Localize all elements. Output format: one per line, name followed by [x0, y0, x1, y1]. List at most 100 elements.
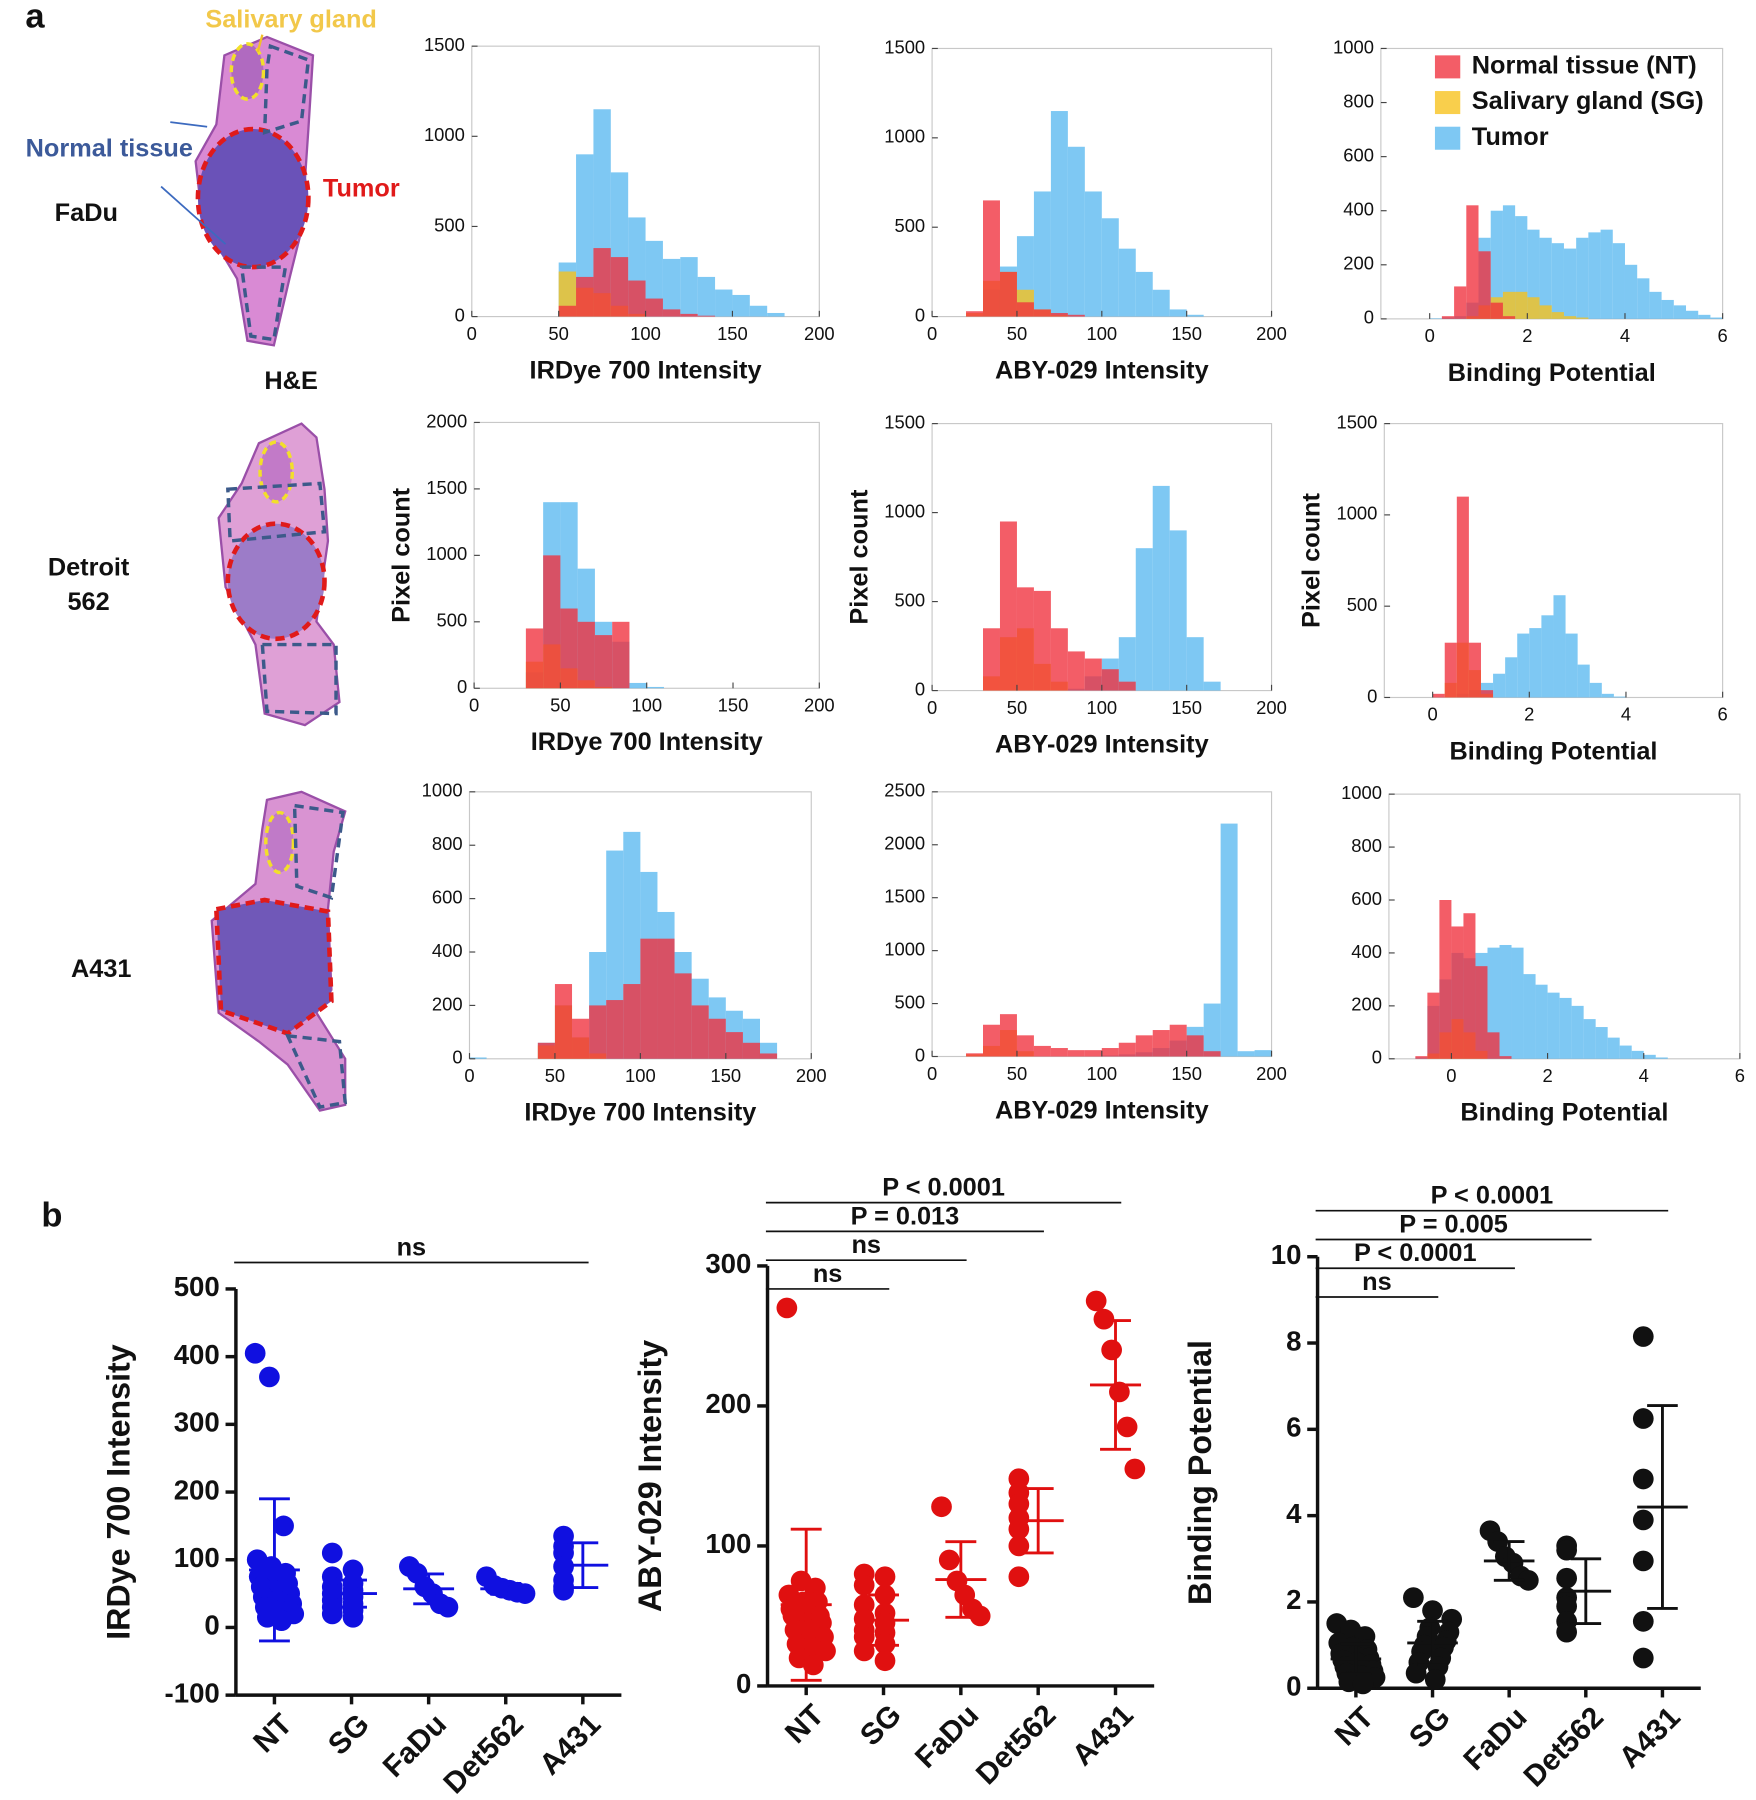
x-tick-label: 0 [464, 1065, 474, 1086]
histogram-bar [749, 305, 768, 317]
x-axis-label: IRDye 700 Intensity [530, 357, 762, 385]
histogram-bar [1527, 229, 1540, 319]
histogram-bar [1067, 651, 1085, 691]
histogram-bar [1490, 302, 1503, 319]
normal-region [284, 803, 348, 1110]
data-point [1008, 1535, 1030, 1557]
normal-region [239, 43, 311, 342]
y-tick-label: 0 [452, 1047, 462, 1068]
y-tick-label: 300 [705, 1248, 751, 1279]
histogram-bar [558, 271, 577, 317]
histogram-bar [1135, 271, 1153, 317]
data-point [437, 1596, 459, 1618]
histogram-bar [1067, 146, 1085, 317]
histogram-bar [1539, 305, 1552, 319]
y-tick-label: 600 [432, 886, 463, 907]
histogram-bar [1067, 314, 1085, 317]
data-point [342, 1606, 364, 1628]
histogram-bar [1502, 291, 1516, 319]
histogram-bar [577, 621, 595, 689]
histogram-bar [1493, 673, 1506, 698]
x-tick-label: Det562 [437, 1708, 530, 1800]
histogram-bar [1118, 637, 1136, 691]
significance-label: P < 0.0001 [882, 1174, 1005, 1202]
x-tick-label: A431 [533, 1708, 607, 1782]
legend-label: Normal tissue (NT) [1472, 52, 1697, 80]
histogram-bar [966, 1053, 984, 1057]
histogram-bar [1067, 1050, 1085, 1057]
histogram-bar [662, 258, 681, 317]
histogram-bar [662, 309, 681, 317]
histogram-bar [999, 1014, 1017, 1057]
data-point [1424, 1669, 1446, 1690]
histogram-bar [1607, 1037, 1620, 1059]
histogram-bar [1576, 237, 1589, 319]
data-point [1556, 1539, 1578, 1561]
histogram-bar [1439, 900, 1452, 1059]
x-axis-label: IRDye 700 Intensity [531, 728, 763, 756]
legend-label: Salivary gland (SG) [1472, 87, 1704, 115]
y-tick-label: 400 [174, 1339, 220, 1370]
histogram-bar [1203, 1003, 1221, 1057]
histogram-bar [1429, 318, 1442, 319]
panel-label: a [25, 0, 45, 36]
y-tick-label: 500 [436, 610, 467, 631]
data-point [1116, 1416, 1138, 1438]
x-tick-label: 200 [796, 1065, 827, 1086]
histogram-bar [1527, 297, 1540, 319]
y-tick-label: 200 [705, 1388, 751, 1419]
y-tick-label: 1500 [1336, 411, 1377, 432]
histogram-bar [983, 200, 1000, 317]
histogram-bar [1084, 191, 1102, 317]
he-stain-label: H&E [264, 367, 317, 395]
histogram-bar [1186, 314, 1204, 317]
significance-label: P = 0.005 [1399, 1210, 1508, 1238]
histogram-bar [1661, 299, 1674, 319]
y-tick-label: 1000 [1336, 503, 1377, 524]
data-point [1632, 1326, 1654, 1347]
histogram-bar [594, 635, 613, 689]
x-tick-label: 150 [718, 695, 749, 716]
legend-swatch [1434, 126, 1461, 150]
data-point [271, 1610, 292, 1632]
histogram-bar [1101, 1048, 1119, 1057]
y-tick-label: 100 [174, 1542, 220, 1573]
histogram-bar [1033, 191, 1051, 317]
data-point [259, 1366, 280, 1388]
histogram-bar [554, 984, 573, 1059]
histogram-bar [1050, 628, 1068, 691]
row-label: Detroit [48, 553, 130, 581]
histogram-bar [1600, 229, 1613, 319]
histogram-bar [1463, 913, 1476, 1059]
histogram-bar [1631, 1050, 1644, 1059]
y-tick-label: 0 [204, 1610, 219, 1641]
histogram-bar [1118, 1042, 1136, 1057]
histogram-bar [1237, 1051, 1255, 1057]
histogram-bar [1468, 642, 1481, 698]
histogram-bar [1502, 316, 1516, 319]
histogram-bar [1084, 658, 1102, 691]
y-tick-label: 1000 [426, 543, 467, 564]
histogram-bar [606, 1000, 624, 1059]
histogram-bar [1456, 496, 1469, 698]
histogram-bar [1487, 947, 1500, 1059]
data-point [1632, 1611, 1654, 1632]
histogram-bar [983, 1024, 1000, 1057]
data-point [1632, 1550, 1654, 1572]
y-tick-label: 2500 [884, 780, 925, 801]
x-tick-label: 0 [1428, 704, 1438, 725]
histogram-bar [646, 686, 664, 689]
histogram-bar [680, 257, 698, 317]
y-tick-label: 0 [1364, 307, 1374, 328]
y-axis-label: Pixel count [387, 487, 415, 623]
histogram-bar [1478, 251, 1491, 319]
y-tick-label: 1500 [884, 411, 925, 432]
y-tick-label: 0 [915, 1044, 925, 1065]
y-tick-label: 1000 [884, 500, 925, 521]
salivary-region [258, 440, 295, 504]
histogram-bar [1517, 633, 1530, 698]
histogram-bar [1016, 587, 1034, 691]
histogram-bar [1152, 1030, 1170, 1057]
histogram-bar [1451, 926, 1464, 1059]
histogram-bar [1649, 291, 1662, 319]
